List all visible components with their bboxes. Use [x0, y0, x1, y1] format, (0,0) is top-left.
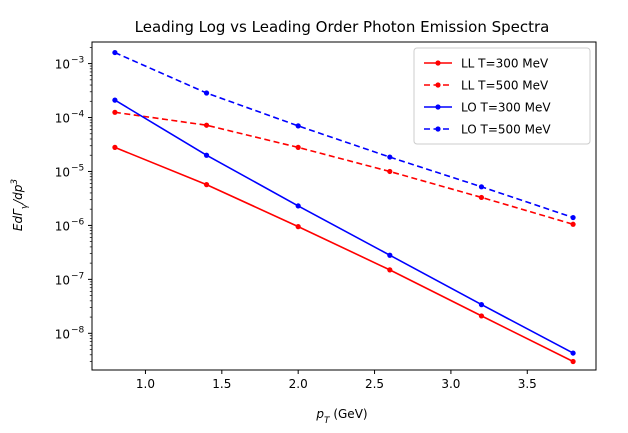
y-tick-label-4: 10 [55, 273, 70, 287]
x-tick-label-0: 1.0 [136, 377, 155, 391]
data-point-0-5 [570, 358, 576, 365]
data-point-1-4 [478, 194, 485, 201]
legend-marker-0 [435, 60, 441, 66]
data-point-2-3 [387, 252, 393, 258]
x-tick-label-3: 2.5 [365, 377, 384, 391]
data-point-1-0 [112, 109, 118, 115]
x-tick-label-4: 3.0 [441, 377, 460, 391]
axes: 1.0 1.5 2.0 2.5 3.0 3.510−310−410−510−610−710… [55, 41, 597, 391]
legend-label-2: LO T=300 MeV [461, 101, 551, 115]
data-point-3-0 [112, 49, 118, 56]
legend-marker-3 [435, 126, 441, 132]
data-point-1-1 [203, 122, 210, 128]
data-point-1-3 [387, 168, 393, 175]
x-axis-label-unit: (GeV) [330, 407, 368, 421]
legend-box [413, 47, 591, 145]
legend-label-1: LL T=500 MeV [461, 79, 549, 93]
data-point-0-2 [295, 224, 301, 230]
y-tick-exp-4: −7 [71, 271, 84, 281]
y-tick-exp-0: −3 [71, 56, 84, 66]
data-point-0-0 [112, 144, 118, 150]
plot-frame [91, 41, 597, 371]
x-axis-label: pT (GeV) [315, 407, 367, 426]
plot-area [112, 49, 576, 365]
data-point-3-5 [570, 214, 576, 221]
y-tick-label-0: 10 [55, 58, 70, 72]
legend-marker-2 [435, 104, 441, 110]
y-axis-label: EdΓγ/dp3 [10, 179, 30, 232]
legend-label-0: LL T=300 MeV [461, 57, 549, 71]
x-axis-label-sub: T [324, 416, 331, 426]
y-tick-exp-5: −8 [71, 325, 85, 335]
data-point-2-1 [203, 152, 210, 158]
data-point-0-1 [203, 182, 210, 188]
legend: LL T=300 MeV LL T=500 MeV LO T=300 MeV LO T… [413, 47, 591, 145]
y-tick-exp-2: −5 [71, 163, 84, 173]
data-point-2-4 [478, 302, 485, 308]
y-tick-label-2: 10 [55, 165, 70, 179]
data-point-3-3 [387, 154, 393, 160]
y-tick-label-1: 10 [55, 112, 70, 126]
data-point-2-0 [112, 97, 118, 103]
data-point-0-3 [387, 267, 393, 273]
data-point-3-4 [478, 184, 485, 190]
legend-marker-1 [435, 82, 441, 88]
x-axis-label-symbol: p [315, 407, 324, 421]
data-point-3-2 [295, 123, 301, 129]
data-point-1-2 [295, 144, 301, 150]
series-line-0 [114, 146, 574, 363]
data-point-1-5 [570, 221, 576, 227]
series-line-2 [114, 99, 574, 354]
data-point-3-1 [203, 90, 210, 96]
data-point-2-2 [295, 203, 301, 209]
x-tick-label-5: 3.5 [518, 377, 537, 391]
y-tick-exp-1: −4 [71, 110, 85, 120]
data-point-2-5 [570, 350, 576, 356]
series-line-1 [114, 111, 574, 226]
x-tick-label-2: 2.0 [289, 377, 308, 391]
data-point-0-4 [478, 313, 485, 319]
y-tick-exp-3: −6 [71, 217, 85, 227]
chart-title: Leading Log vs Leading Order Photon Emis… [135, 18, 550, 36]
x-tick-label-1: 1.5 [212, 377, 231, 391]
y-tick-label-3: 10 [55, 219, 70, 233]
legend-label-3: LO T=500 MeV [461, 123, 551, 137]
y-tick-label-5: 10 [55, 327, 70, 341]
